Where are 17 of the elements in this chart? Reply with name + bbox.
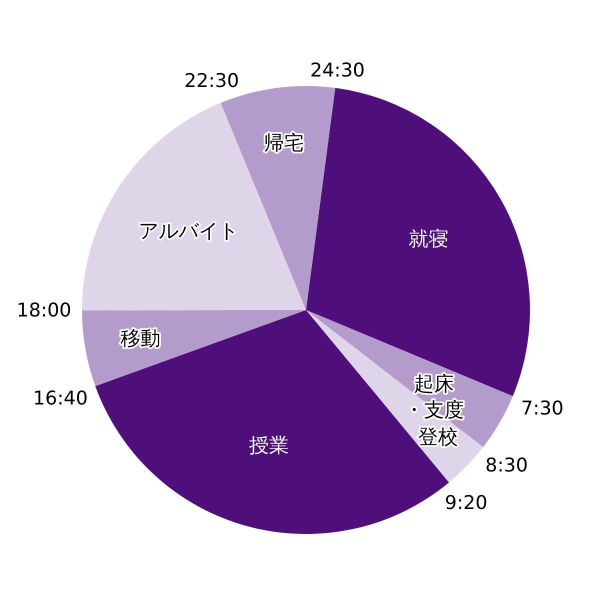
slice-label: 移動 <box>120 326 161 350</box>
slice-label: 起床・支度 <box>404 371 464 422</box>
pie-slice <box>82 102 306 310</box>
text: 8:30 <box>485 454 528 476</box>
slice-label: 授業 <box>248 433 289 458</box>
text: 7:30 <box>520 397 564 420</box>
slice-label: 帰宅 <box>264 130 304 154</box>
text: 22:30 <box>184 70 240 92</box>
text: 9:20 <box>444 492 488 514</box>
slice-label: 登校 <box>418 424 458 449</box>
text: 18:00 <box>16 299 72 322</box>
text: 16:40 <box>33 388 88 410</box>
text: 24:30 <box>310 60 365 82</box>
pie-slice <box>220 86 336 310</box>
slice-label: アルバイト <box>138 218 239 243</box>
pie-slice <box>82 310 306 386</box>
slice-label: 就寝 <box>408 226 448 251</box>
